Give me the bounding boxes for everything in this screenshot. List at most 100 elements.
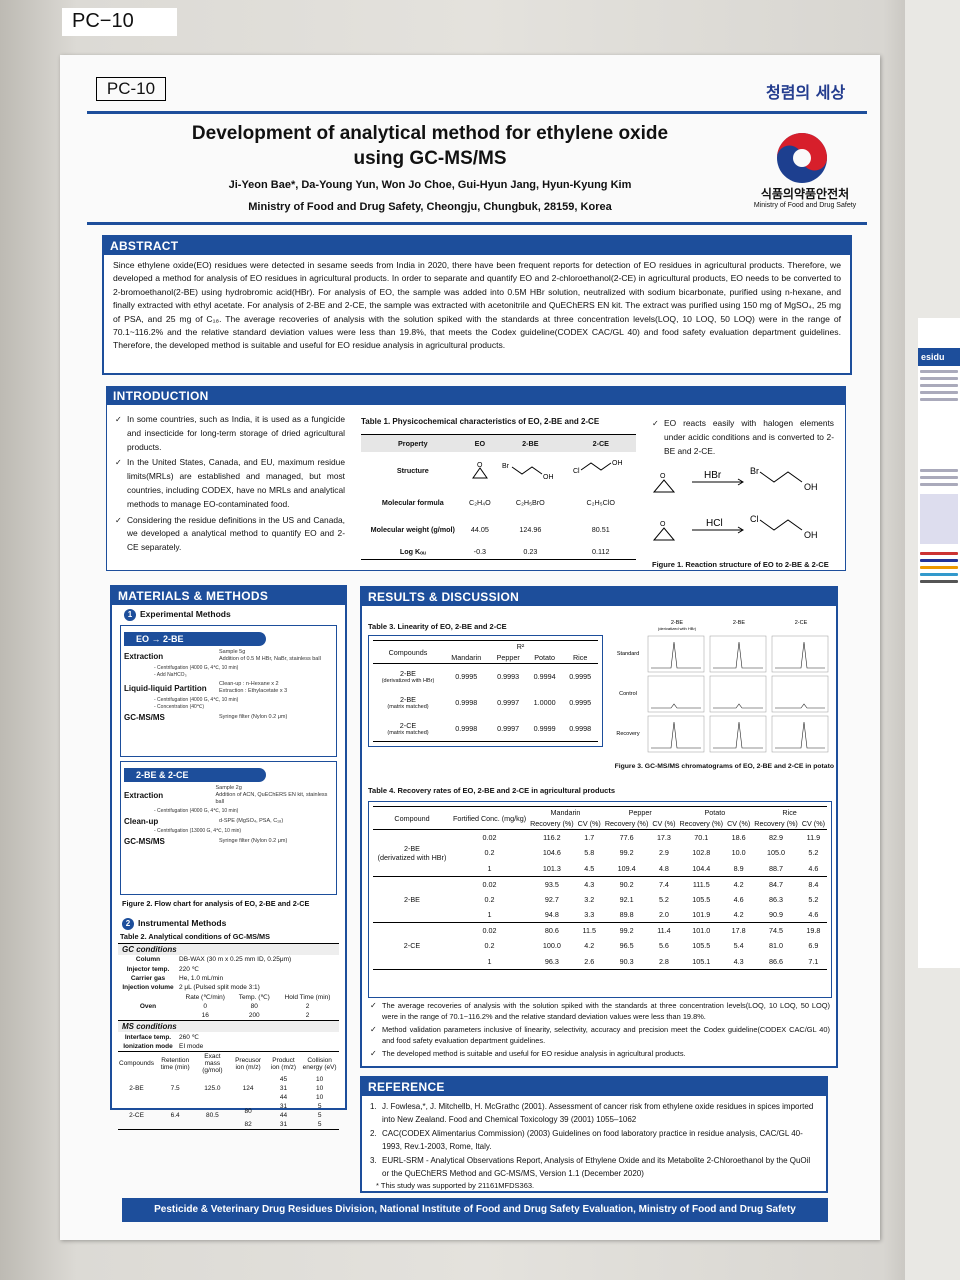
table4: Table 4. Recovery rates of EO, 2-BE and … (368, 786, 832, 998)
svg-text:O: O (660, 473, 666, 480)
conclusion-item: The average recoveries of analysis with … (370, 1000, 830, 1022)
results-section: RESULTS & DISCUSSION Table 3. Linearity … (360, 586, 838, 1068)
chromatogram-panel (771, 635, 829, 673)
table3-row: 2-BE (matrix matched) 0.9998 0.9997 1.0000 0.… (387, 695, 592, 710)
intro-right: EO reacts easily with halogen elements u… (652, 417, 834, 569)
chrom-row-label: Recovery (616, 731, 639, 737)
chrom-row-label: Standard (617, 651, 639, 657)
chrom-col-label: 2-BE (733, 620, 746, 626)
table1-caption: Table 1. Physicochemical characteristics… (361, 417, 600, 426)
chrom-col-label: 2-BE (671, 620, 684, 626)
svg-text:HCl: HCl (706, 518, 723, 529)
reference-item: 1. J. Fowlesa,*, J. Mitchellb, H. McGrath… (370, 1102, 814, 1124)
ministry-logo-icon (777, 133, 827, 183)
flow-step: Extraction Sample 5g Addition of 0.5 M HBr… (124, 649, 333, 663)
chromatogram-panel (647, 675, 705, 713)
conclusion-item: The developed method is suitable and use… (370, 1048, 830, 1059)
table4-row: 1 96.3 2.6 90.3 2.8 105.1 4.3 86.6 7.1 (487, 956, 819, 966)
chromatogram-panel (771, 715, 829, 753)
board-label: PC−10 (62, 8, 177, 36)
gc-row: Injector temp. 220 ℃ (126, 965, 199, 974)
2ce-structure-icon: Cl OH (573, 460, 623, 475)
flow-substep: - Centrifugation (13000 G, 4℃, 10 min) (154, 828, 242, 834)
introduction-section: INTRODUCTION In some countries, such as … (106, 386, 846, 571)
svg-text:Cl: Cl (750, 514, 759, 524)
intro-bullet: In the United States, Canada, and EU, ma… (115, 456, 345, 511)
conclusions: The average recoveries of analysis with … (370, 1000, 830, 1061)
abstract-section: ABSTRACT Since ethylene oxide(EO) residu… (102, 235, 852, 375)
funding-note: * This study was supported by 21161MFDS3… (376, 1181, 535, 1190)
svg-text:Br: Br (750, 466, 759, 476)
flow-step-detail: Sample 2g Addition of ACN, QuEChERS EN ki… (215, 785, 328, 805)
svg-text:HBr: HBr (704, 470, 722, 481)
2be-structure-icon: Br OH (502, 463, 554, 481)
chromatogram-trace (651, 641, 701, 669)
chromatogram-trace (651, 721, 701, 749)
chromatogram-trace (651, 703, 701, 709)
flow-step: GC-MS/MS Syringe filter (Nylon 0.2 μm) (124, 713, 333, 722)
table2: GC conditions Column DB-WAX (30 m x 0.25 … (118, 943, 339, 1130)
adjacent-poster-heading: esidu (918, 348, 960, 366)
svg-text:OH: OH (804, 530, 818, 540)
chromatogram-panel (771, 675, 829, 713)
methods-section: MATERIALS & METHODS 1 Experimental Method… (110, 585, 347, 1130)
table4-row: 2-CE 0.02 80.6 11.5 99.2 11.4 101.0 17.8 74.5 19.… (403, 926, 821, 951)
chrom-col-label: 2-CE (795, 620, 808, 626)
flow-step: Liquid-liquid Partition Clean-up : n-Hexa… (124, 681, 333, 695)
svg-text:OH: OH (612, 460, 623, 467)
svg-text:OH: OH (543, 474, 554, 481)
flow-step-detail: Sample 5g Addition of 0.5 M HBr, NaBr, st… (219, 649, 321, 662)
methods-heading: MATERIALS & METHODS (112, 587, 345, 605)
chromatogram-panel (647, 715, 705, 753)
table3-row: 2-BE (derivatized with HBr) 0.9995 0.9993 0.… (381, 669, 592, 685)
chromatogram-panel (709, 715, 767, 753)
poster: PC-10 청렴의 세상 Development of analytical m… (60, 55, 880, 1240)
table4-row: 2-BE (derivatized with HBr) 0.02 116.2 1.7 77… (377, 833, 821, 862)
flow-step-label: GC-MS/MS (124, 713, 165, 722)
table3: Table 3. Linearity of EO, 2-BE and 2-CE … (368, 622, 603, 747)
flow-step-label: Liquid-liquid Partition (124, 683, 207, 693)
flow-substep: - Centrifugation (4000 G, 4℃, 10 min) (154, 808, 239, 814)
gc-row: Carrier gas He, 1.0 mL/min (130, 975, 224, 982)
table4-row: 0.2 92.7 3.2 92.1 5.2 105.5 4.6 86.3 5.2 (484, 894, 819, 904)
flow-step-label: Clean-up (124, 817, 159, 826)
conclusion-item: Method validation parameters inclusive o… (370, 1024, 830, 1046)
poster-title: Development of analytical method for eth… (191, 123, 669, 169)
eo-pill: EO → 2-BE (124, 632, 266, 646)
flow-substep: - Centrifugation (4000 G, 4℃, 10 min) - A… (154, 665, 239, 678)
ministry-name-en: Ministry of Food and Drug Safety (753, 202, 857, 209)
introduction-heading: INTRODUCTION (107, 387, 845, 405)
ce-flow: 2-BE & 2-CE Extraction Sample 2g Addition … (120, 761, 337, 895)
affiliation: Ministry of Food and Drug Safety, Cheong… (248, 201, 612, 213)
svg-text:Br: Br (502, 463, 510, 470)
reaction-scheme-icon: O HBr Br OH O HCl Cl OH (652, 466, 818, 541)
abstract-text: Since ethylene oxide(EO) residues were d… (113, 260, 841, 351)
svg-text:O: O (477, 462, 483, 469)
intro-bullets: In some countries, such as India, it is … (115, 413, 345, 557)
poster-code: PC-10 (96, 77, 166, 101)
intro-bullet: Considering the residue definitions in t… (115, 514, 345, 555)
ministry-name-kr: 식품의약품안전처 (760, 187, 850, 201)
eo-structure-icon: O (471, 462, 488, 478)
table3-row: 2-CE (matrix matched) 0.9998 0.9997 0.9999 0.… (387, 720, 592, 736)
chromatogram-grid: 2-BE(derivatized with HBr)2-BE 2-CEStanda… (616, 620, 829, 753)
flow-step: GC-MS/MS Syringe filter (Nylon 0.2 μm) (124, 837, 333, 846)
flow-step-detail: d-SPE (MgSO₄, PSA, C₁₈) (219, 818, 284, 824)
adjacent-poster: esidu (918, 318, 960, 968)
reference-section: REFERENCE 1. J. Fowlesa,*, J. Mitchellb, … (360, 1076, 828, 1193)
table4-row: 0.2 104.6 5.8 99.2 2.9 102.8 10.0 105.0 5.2 (484, 848, 819, 858)
chromatogram-trace (713, 721, 763, 749)
table4-row: 0.2 100.0 4.2 96.5 5.6 105.5 5.4 81.0 6.9 (484, 941, 819, 951)
flow-step-label: Extraction (124, 651, 164, 661)
results-heading: RESULTS & DISCUSSION (362, 588, 836, 606)
svg-text:Cl: Cl (573, 468, 580, 475)
table4-row: 1 94.8 3.3 89.8 2.0 101.9 4.2 90.9 4.6 (373, 907, 827, 923)
flow-step-label: GC-MS/MS (124, 837, 165, 846)
chromatogram-trace (775, 721, 825, 749)
reference-item: 2. CAC(CODEX Alimentarius Commission) (20… (370, 1129, 803, 1151)
reference-item: 3. EURL-SRM - Analytical Observations Rep… (370, 1156, 811, 1178)
chromatogram-trace (775, 641, 825, 669)
table4-row: 1 101.3 4.5 109.4 4.8 104.4 8.9 88.7 4.6 (373, 861, 827, 876)
chrom-row-label: Control (619, 691, 637, 697)
table2-caption: Table 2. Analytical conditions of GC-MS/… (120, 932, 271, 941)
